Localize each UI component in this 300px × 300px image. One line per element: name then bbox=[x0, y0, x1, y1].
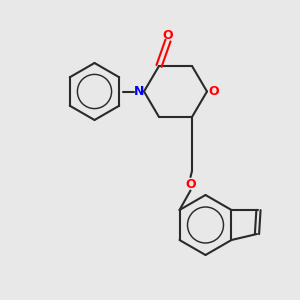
Text: O: O bbox=[163, 28, 173, 42]
Text: O: O bbox=[208, 85, 219, 98]
Text: O: O bbox=[185, 178, 196, 191]
Text: N: N bbox=[134, 85, 144, 98]
